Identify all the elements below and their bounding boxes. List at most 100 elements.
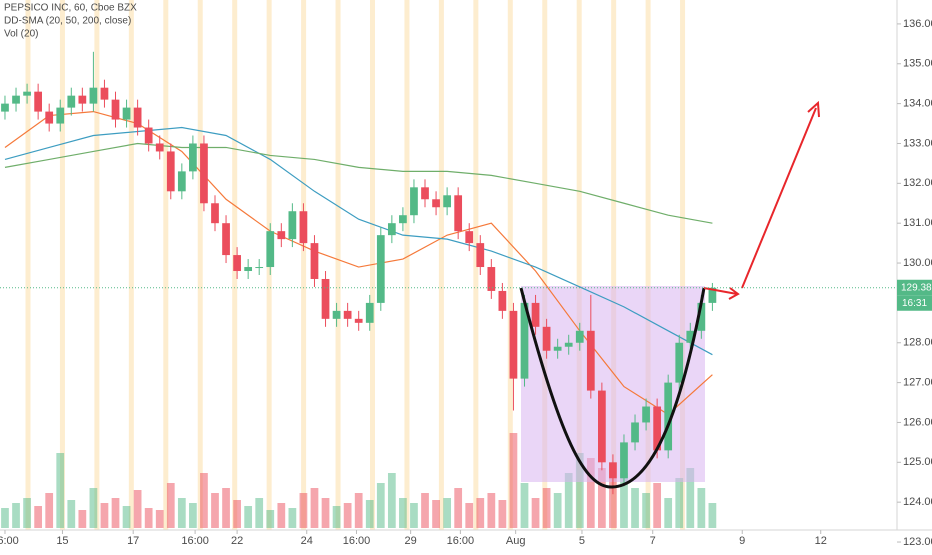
candle-body [653, 406, 662, 451]
candle-body [708, 287, 717, 303]
candle-body [133, 107, 142, 128]
candle-body [498, 290, 507, 311]
x-tick-label: 29 [405, 535, 417, 547]
volume-bar [111, 498, 120, 528]
candle-body [299, 211, 308, 244]
symbol-title: PEPSICO INC, 60, Cboe BZX [4, 3, 137, 14]
volume-bar [476, 498, 485, 528]
volume-bar [586, 458, 595, 528]
volume-bar [23, 498, 31, 528]
volume-bar [443, 498, 451, 528]
session-stripe [507, 0, 513, 530]
volume-bar [244, 506, 253, 528]
candle-body [288, 211, 297, 240]
candle-body [266, 231, 275, 268]
session-stripe [335, 0, 341, 530]
candle-body [211, 203, 219, 224]
volume-bar [155, 510, 164, 528]
volume-bar [664, 498, 673, 528]
volume-bar [166, 483, 175, 528]
x-tick-label: 16:00 [343, 535, 371, 547]
volume-bar [277, 503, 286, 528]
pattern-box [521, 286, 705, 482]
candle-body [200, 143, 208, 204]
volume-bar [376, 483, 385, 528]
session-stripe [404, 0, 410, 530]
volume-bar [365, 500, 374, 528]
volume-bar [122, 506, 131, 528]
volume-bar [697, 488, 706, 528]
volume-bar [620, 473, 628, 528]
x-tick-label: 24 [301, 535, 313, 547]
volume-bar [144, 508, 153, 528]
session-stripe [542, 0, 548, 530]
candle-body [598, 390, 606, 463]
candle-body [620, 442, 628, 479]
volume-bar [520, 483, 529, 528]
volume-bar [653, 483, 662, 528]
volume-bar [509, 433, 518, 528]
volume-bar [133, 490, 142, 528]
small-arrow [703, 287, 738, 295]
candle-body [89, 87, 98, 104]
candle-body [122, 107, 131, 120]
volume-bar [686, 468, 695, 528]
candle-body [432, 199, 440, 208]
candle-body [487, 267, 496, 291]
candle-body [332, 310, 341, 319]
candle-body [553, 346, 562, 351]
candle-body [520, 302, 529, 379]
countdown-box [897, 295, 932, 311]
countdown-label: 16:31 [902, 298, 927, 309]
session-stripe [473, 0, 479, 530]
volume-bar [12, 503, 20, 528]
x-tick-label: 7 [650, 535, 656, 547]
candle-body [12, 95, 20, 104]
volume-bar [421, 493, 429, 528]
target-arrow [741, 107, 817, 289]
volume-bar [410, 503, 418, 528]
candle-body [664, 382, 673, 451]
volume-bar [642, 493, 650, 528]
session-stripe [576, 0, 582, 530]
volume-bar [255, 498, 264, 528]
y-tick-label: 136.00 [903, 18, 932, 30]
candle-body [387, 223, 396, 236]
y-tick-label: 130.00 [903, 257, 932, 269]
candle-body [686, 330, 695, 343]
x-tick-label: Aug [506, 535, 526, 547]
x-tick-label: 5 [579, 535, 585, 547]
session-stripe [59, 0, 65, 530]
arrow-head [728, 287, 740, 300]
candle-body [310, 243, 319, 279]
volume-bar [454, 488, 463, 528]
volume-bar [222, 488, 230, 528]
volume-bar [631, 488, 639, 528]
candle-body [277, 231, 286, 240]
volume-bar [354, 493, 363, 528]
volume-bar [343, 503, 352, 528]
volume-bar [89, 488, 98, 528]
candle-body [509, 310, 518, 379]
volume-bar [564, 473, 573, 528]
volume-bar [45, 493, 54, 528]
volume-label: Vol (20) [4, 29, 38, 40]
volume-bar [34, 506, 43, 528]
last-price-label: 129.38 [901, 282, 932, 293]
volume-bar [553, 493, 562, 528]
candle-body [675, 342, 684, 383]
candle-body [155, 143, 164, 152]
candle-body [111, 99, 120, 120]
y-tick-label: 128.00 [903, 337, 932, 349]
volume-bar [531, 498, 540, 528]
volume-bar [399, 498, 407, 528]
candle-body [410, 187, 418, 216]
y-tick-label: 123.00 [903, 536, 932, 548]
candle-body [23, 91, 31, 96]
candle-body [354, 318, 363, 323]
candle-body [67, 95, 76, 108]
volume-bar [78, 510, 87, 528]
